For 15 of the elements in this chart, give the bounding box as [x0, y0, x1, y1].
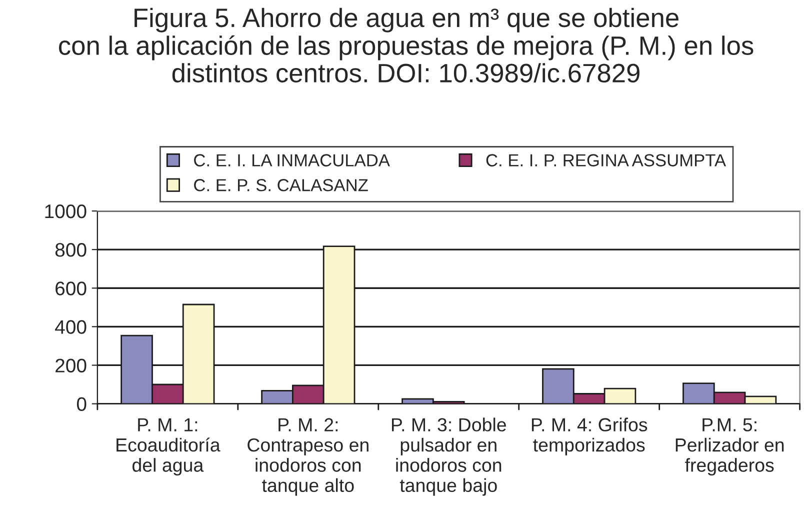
legend-label: C. E. P. S. CALASANZ	[194, 179, 368, 192]
x-tick-label: P. M. 3: Doble pulsador en inodoros con tanque bajo	[392, 418, 506, 496]
y-tick-label: 800	[55, 243, 86, 257]
y-tick-label: 0	[76, 397, 86, 412]
x-tick-label: P. M. 4: Grifos temporizados	[532, 418, 648, 456]
y-tick-label: 400	[55, 320, 86, 334]
y-tick-label: 600	[56, 282, 86, 296]
x-tick-label: P. M. 1: Ecoauditoría del agua	[116, 418, 220, 476]
legend-label: C. E. I. P. REGINA ASSUMPTA	[486, 154, 726, 166]
y-tick-label: 200	[56, 358, 86, 372]
legend-label: C. E. I. LA INMACULADA	[194, 154, 390, 166]
chart-title: Figura 5. Ahorro de agua en m³ que se obtiene con la aplicación de las propuestas de mejora (P. M.) en los distintos centros. DOI: 10.3989/ic.67829	[59, 8, 754, 82]
x-tick-label: P. M. 2: Contrapeso en inodoros con tanque alto	[248, 418, 368, 496]
y-tick-label: 1000	[45, 204, 86, 218]
x-tick-label: P.M. 5: Perlizador en fregaderos	[676, 418, 784, 476]
